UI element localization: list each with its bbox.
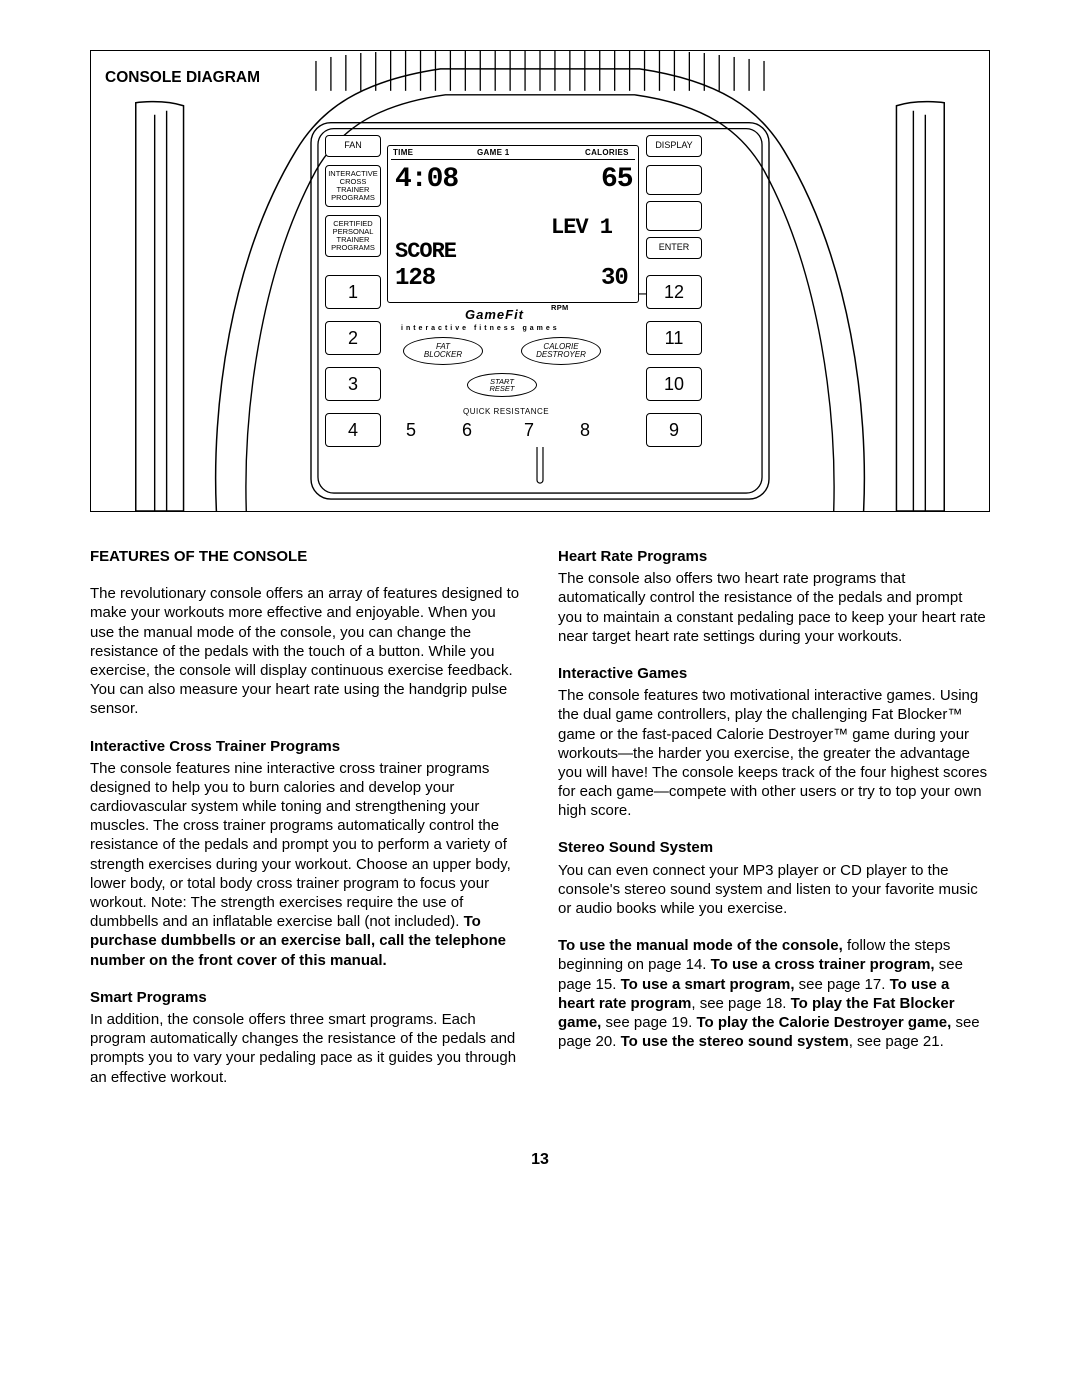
xref-8: , see page 18. [691,995,790,1012]
calorie-destroyer-button[interactable]: CALORIE DESTROYER [521,337,601,365]
stereo-para: You can even connect your MP3 player or … [558,861,990,919]
games-subhead: Interactive Games [558,664,990,683]
stereo-subhead: Stereo Sound System [558,838,990,857]
page-number: 13 [90,1151,990,1169]
lcd-rpm-value: 30 [601,265,628,292]
lcd-game-label: GAME 1 [477,148,509,157]
num-2-button[interactable]: 2 [325,321,381,355]
console-diagram: CONSOLE DIAGRAM [90,50,990,512]
quick-resistance-label: QUICK RESISTANCE [463,407,549,416]
text-columns: FEATURES OF THE CONSOLE The revolutionar… [90,547,990,1105]
enter-button[interactable]: ENTER [646,237,702,259]
hr-subhead: Heart Rate Programs [558,547,990,566]
xref-10: see page 19. [606,1014,697,1031]
xref-6: see page 17. [799,976,890,993]
lcd-cal-label: CALORIES [585,148,629,157]
xref-13: To use the stereo sound system [621,1033,849,1050]
num-6-label: 6 [445,413,489,447]
games-para: The console features two motivational in… [558,686,990,820]
num-8-label: 8 [563,413,607,447]
lcd-divider-1 [391,159,635,160]
fan-button[interactable]: FAN [325,135,381,157]
tagline: interactive fitness games [401,325,560,332]
smart-subhead: Smart Programs [90,988,522,1007]
lcd-score-label: SCORE [395,239,456,264]
xref-3: To use a cross trainer program, [711,956,939,973]
hr-para: The console also offers two heart rate p… [558,569,990,646]
xref-1: To use the manual mode of the console, [558,937,847,954]
right-column: Heart Rate Programs The console also off… [558,547,990,1105]
lcd-time-value: 4:08 [395,164,458,195]
lcd-cal-value: 65 [601,164,633,195]
features-heading: FEATURES OF THE CONSOLE [90,547,522,566]
lcd-rpm-label: RPM [551,303,569,312]
xref-5: To use a smart program, [621,976,799,993]
ict-subhead: Interactive Cross Trainer Programs [90,737,522,756]
interactive-cross-trainer-button[interactable]: INTERACTIVE CROSS TRAINER PROGRAMS [325,165,381,207]
lcd-level-value: LEV 1 [551,215,612,240]
num-12-button[interactable]: 12 [646,275,702,309]
num-9-button[interactable]: 9 [646,413,702,447]
num-5-label: 5 [389,413,433,447]
gamefit-logo: GameFit [465,307,524,322]
features-intro: The revolutionary console offers an arra… [90,584,522,718]
lcd-score-value: 128 [395,265,435,292]
xref-11: To play the Calorie Destroyer game, [696,1014,955,1031]
num-7-label: 7 [507,413,551,447]
up-arrow-button[interactable] [646,165,702,195]
num-10-button[interactable]: 10 [646,367,702,401]
ict-para: The console features nine interactive cr… [90,759,522,970]
display-button[interactable]: DISPLAY [646,135,702,157]
start-reset-button[interactable]: START RESET [467,373,537,397]
fat-blocker-button[interactable]: FAT BLOCKER [403,337,483,365]
num-3-button[interactable]: 3 [325,367,381,401]
left-column: FEATURES OF THE CONSOLE The revolutionar… [90,547,522,1105]
xref-para: To use the manual mode of the console, f… [558,936,990,1051]
xref-14: , see page 21. [849,1033,944,1050]
num-1-button[interactable]: 1 [325,275,381,309]
certified-personal-trainer-button[interactable]: CERTIFIED PERSONAL TRAINER PROGRAMS [325,215,381,257]
num-11-button[interactable]: 11 [646,321,702,355]
num-4-button[interactable]: 4 [325,413,381,447]
down-arrow-button[interactable] [646,201,702,231]
ict-text: The console features nine interactive cr… [90,760,511,931]
lcd-time-label: TIME [393,148,413,157]
smart-para: In addition, the console offers three sm… [90,1010,522,1087]
